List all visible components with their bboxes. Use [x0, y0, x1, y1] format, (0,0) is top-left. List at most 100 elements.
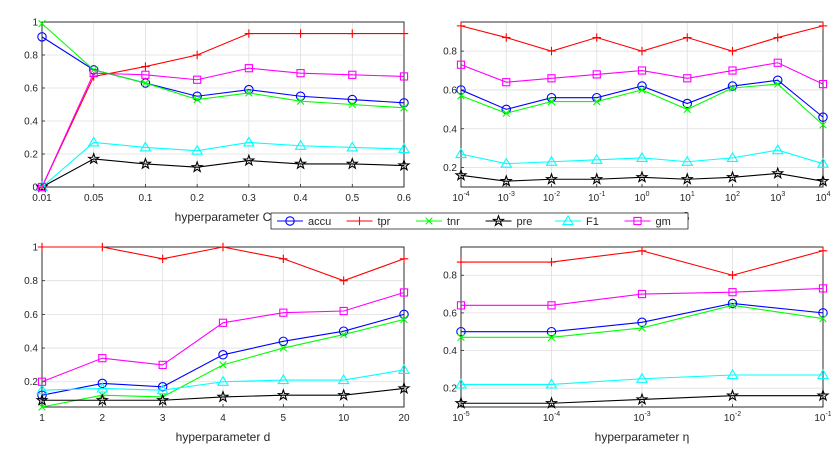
data-point-tpr: [547, 46, 556, 56]
data-point-tnr: [683, 105, 691, 114]
data-point-tpr: [279, 254, 288, 263]
data-point-tnr: [819, 314, 827, 323]
data-point-tnr: [219, 361, 227, 369]
data-point-tpr: [399, 29, 409, 38]
data-point-F1: [346, 141, 359, 152]
x-tick-label: 10-3: [633, 411, 650, 424]
data-point-F1: [681, 155, 694, 166]
axes-frame: [460, 21, 824, 188]
data-point-tnr: [339, 330, 348, 339]
data-point-F1: [397, 363, 411, 375]
x-tick-label: 0.6: [397, 193, 411, 204]
data-point-tnr: [400, 104, 408, 112]
data-point-tnr: [348, 100, 357, 109]
x-tick-label: 0.01: [32, 193, 52, 204]
legend-box: [270, 212, 689, 230]
data-point-accu: [278, 336, 289, 347]
series-line-tnr: [41, 23, 405, 109]
data-point-F1: [156, 384, 169, 395]
data-point-tnr: [457, 333, 465, 342]
data-point-gm: [399, 72, 409, 81]
x-tick-label: 0.3: [242, 193, 256, 204]
data-point-tpr: [244, 29, 254, 38]
data-point-tpr: [192, 50, 202, 60]
data-point-gm: [547, 74, 556, 83]
x-tick-label: 0.1: [138, 193, 152, 204]
legend-label: accu: [308, 216, 331, 228]
data-point-pre: [138, 156, 153, 170]
data-point-tnr: [819, 121, 827, 129]
legend-marker-accu: [285, 216, 295, 226]
series-line-accu: [460, 79, 824, 118]
data-point-tpr: [348, 29, 357, 38]
y-tick-label: 0.4: [443, 346, 457, 357]
data-point-tpr: [339, 276, 348, 285]
y-tick-label: 0.8: [24, 51, 38, 62]
y-tick-label: 0.2: [443, 163, 457, 174]
data-point-gm: [637, 289, 647, 299]
data-point-gm: [502, 78, 511, 87]
data-point-gm: [728, 66, 737, 75]
y-tick-label: 1: [32, 243, 38, 254]
data-point-pre: [544, 396, 559, 409]
legend-entry-accu: accu: [277, 216, 331, 228]
data-point-tpr: [728, 46, 737, 56]
x-tick-label: 10-1: [814, 411, 831, 424]
series-F1: [454, 143, 830, 168]
data-point-F1: [726, 368, 739, 380]
legend-marker-tnr: [425, 217, 433, 225]
data-point-F1: [816, 157, 830, 168]
y-tick-label: 0: [32, 183, 38, 194]
data-point-gm: [818, 79, 828, 89]
data-point-F1: [294, 139, 307, 150]
series-line-pre: [461, 395, 823, 404]
x-tick-label: 10-4: [543, 411, 560, 424]
data-point-gm: [193, 75, 202, 84]
x-tick-label: 20: [398, 413, 410, 424]
legend-label: pre: [517, 216, 533, 228]
series-line-pre: [42, 387, 405, 401]
series-tpr: [37, 242, 409, 285]
legend-entry-tnr: tnr: [416, 216, 460, 228]
x-tick-label: 10-5: [452, 411, 469, 424]
y-tick-label: 0.4: [443, 124, 457, 135]
data-point-F1: [635, 151, 649, 162]
data-point-accu: [456, 326, 466, 337]
data-point-tnr: [245, 89, 253, 97]
data-point-tpr: [683, 33, 692, 42]
data-point-gm: [339, 306, 348, 316]
data-point-pre: [156, 393, 170, 406]
data-point-gm: [773, 58, 782, 67]
x-tick-label: 5: [281, 413, 287, 424]
data-point-tnr: [158, 393, 167, 401]
data-point-F1: [242, 136, 255, 147]
data-point-gm: [683, 74, 692, 83]
series-line-gm: [461, 287, 824, 306]
data-point-tpr: [141, 62, 150, 71]
x-tick-label: 10: [338, 413, 350, 424]
data-point-pre: [95, 393, 109, 406]
series-line-F1: [41, 141, 405, 188]
x-tick-label: 10-2: [543, 191, 560, 204]
chart-panel-2: 10-4 10-3 10-2 10-1 100 101 102 103 104 0.2 0.4 0.6…: [443, 21, 831, 224]
series-line-F1: [461, 374, 823, 385]
data-point-accu: [682, 98, 692, 109]
data-point-F1: [771, 143, 784, 155]
series-tnr: [457, 301, 827, 342]
data-point-gm: [399, 288, 409, 297]
data-point-accu: [637, 317, 647, 328]
legend-entry-F1: F1: [555, 214, 599, 228]
data-point-tnr: [400, 315, 408, 324]
data-point-accu: [456, 85, 466, 95]
series-line-accu: [461, 302, 824, 333]
data-point-F1: [397, 142, 411, 154]
data-point-gm: [37, 182, 47, 192]
y-tick-label: 0.2: [24, 377, 38, 388]
data-point-F1: [87, 136, 100, 147]
x-tick-label: 10-4: [452, 191, 469, 204]
x-axis-label: hyperparameter C: [175, 210, 272, 224]
x-tick-label: 0.5: [345, 193, 359, 204]
data-point-tnr: [193, 95, 201, 104]
data-point-F1: [337, 373, 350, 385]
y-tick-label: 0.4: [24, 344, 38, 355]
